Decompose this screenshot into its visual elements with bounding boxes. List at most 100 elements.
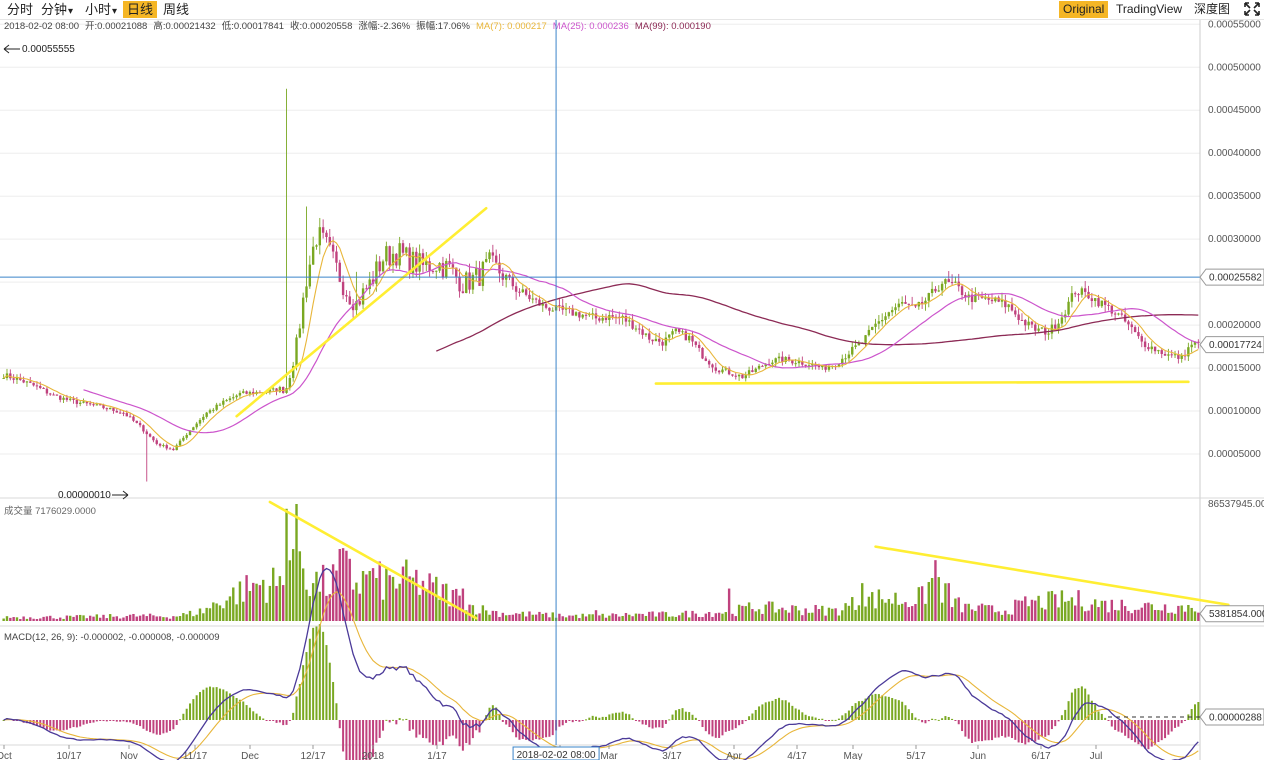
macd-bar [1080, 686, 1083, 720]
volume-bar [1177, 605, 1180, 621]
macd-bar [335, 703, 338, 720]
volume-bar [182, 613, 185, 621]
volume-bar [1137, 609, 1140, 621]
candle-body [524, 289, 528, 295]
volume-bar [95, 614, 99, 621]
macd-bar [142, 720, 145, 729]
volume-bar [761, 613, 764, 621]
volume-bar [1047, 591, 1050, 621]
macd-bar [15, 720, 18, 721]
candle-body [95, 404, 99, 406]
candle-body [1030, 321, 1034, 325]
candle-body [724, 368, 727, 370]
volume-bar [148, 613, 152, 621]
volume-bar [794, 605, 797, 621]
tab-label: 日线 [127, 2, 154, 17]
macd-bar [1180, 720, 1183, 724]
interval-hour-tab[interactable]: 小时▾ [81, 1, 121, 18]
macd-bar [199, 692, 202, 720]
volume-bar [331, 564, 335, 621]
candle-body [841, 358, 844, 365]
volume-bar [634, 613, 638, 621]
candle-body [1020, 319, 1024, 321]
macd-bar [927, 720, 930, 722]
volume-bar [1133, 609, 1137, 621]
candle-body [784, 356, 787, 362]
candle-body [105, 408, 109, 410]
y-tick-label: 0.00045000 [1208, 105, 1261, 116]
candle-body [641, 329, 644, 335]
volume-bar [960, 612, 964, 621]
macd-bar [1184, 720, 1187, 721]
volume-bar [1060, 590, 1064, 621]
view-original-tab[interactable]: Original [1059, 1, 1109, 18]
macd-bar [624, 713, 627, 720]
candle-body [774, 358, 777, 363]
candle-body [514, 286, 518, 292]
macd-bar [378, 720, 381, 738]
volume-bar [155, 616, 158, 621]
macd-bar [448, 720, 451, 737]
candle-body [155, 440, 158, 444]
volume-bar [1117, 610, 1120, 621]
candle-body [9, 373, 12, 379]
candle-body [291, 365, 295, 378]
view-tradingview-tab[interactable]: TradingView [1116, 2, 1183, 16]
volume-bar [435, 576, 438, 621]
volume-bar [318, 591, 322, 621]
ma99-line [436, 283, 1199, 352]
interval-1min-tab[interactable]: 分时 [3, 1, 37, 18]
volume-bar [395, 588, 398, 621]
macd-bar [1150, 720, 1153, 747]
ohlc-close: 收:0.00020558 [290, 20, 352, 32]
candle-body [521, 289, 524, 293]
macd-bar [585, 719, 588, 721]
volume-bar [861, 583, 864, 621]
macd-bar [408, 720, 411, 731]
candle-body [59, 395, 62, 400]
macd-bar [648, 720, 651, 728]
candle-body [1173, 354, 1177, 356]
candle-body [315, 245, 318, 247]
interval-week-tab[interactable]: 周线 [159, 1, 193, 18]
macd-bar [651, 720, 654, 729]
candle-body [398, 243, 401, 266]
volume-bar [1120, 599, 1123, 621]
volume-bar [1110, 599, 1114, 621]
volume-bar [877, 589, 881, 621]
candle-body [767, 363, 771, 365]
macd-bar [1130, 720, 1133, 741]
candle-body [940, 283, 944, 291]
candle-body [960, 286, 964, 296]
legend-ma25: MA(25): 0.000236 [553, 21, 629, 32]
volume-bar [967, 603, 970, 621]
y-tick-label: 0.00015000 [1208, 363, 1261, 374]
volume-bar [771, 601, 774, 621]
volume-bar [644, 615, 648, 621]
candle-body [115, 410, 119, 413]
candle-body [1157, 350, 1160, 352]
macd-bar [831, 719, 834, 721]
volume-bar [215, 603, 218, 621]
macd-bar [634, 720, 637, 721]
interval-minute-tab[interactable]: 分钟▾ [37, 1, 77, 18]
ohlc-amplitude: 振幅:17.06% [416, 20, 470, 32]
macd-bar [621, 711, 624, 720]
view-depth-tab[interactable]: 深度图 [1194, 2, 1231, 16]
volume-bar [88, 615, 92, 621]
candle-body [890, 310, 894, 313]
macd-bar [874, 693, 877, 720]
volume-bar [82, 615, 85, 621]
macd-bar [1067, 701, 1070, 720]
volume-bar [604, 617, 608, 621]
volume-bar [514, 613, 518, 621]
tab-label: 小时 [85, 2, 112, 17]
volume-bar [934, 560, 937, 621]
macd-bar [947, 716, 950, 720]
interval-day-tab[interactable]: 日线 [123, 1, 158, 18]
volume-bar [558, 613, 561, 621]
candle-body [807, 365, 811, 367]
volume-bar [1113, 609, 1117, 621]
macd-bar [814, 717, 817, 720]
fullscreen-icon[interactable] [1239, 1, 1264, 18]
